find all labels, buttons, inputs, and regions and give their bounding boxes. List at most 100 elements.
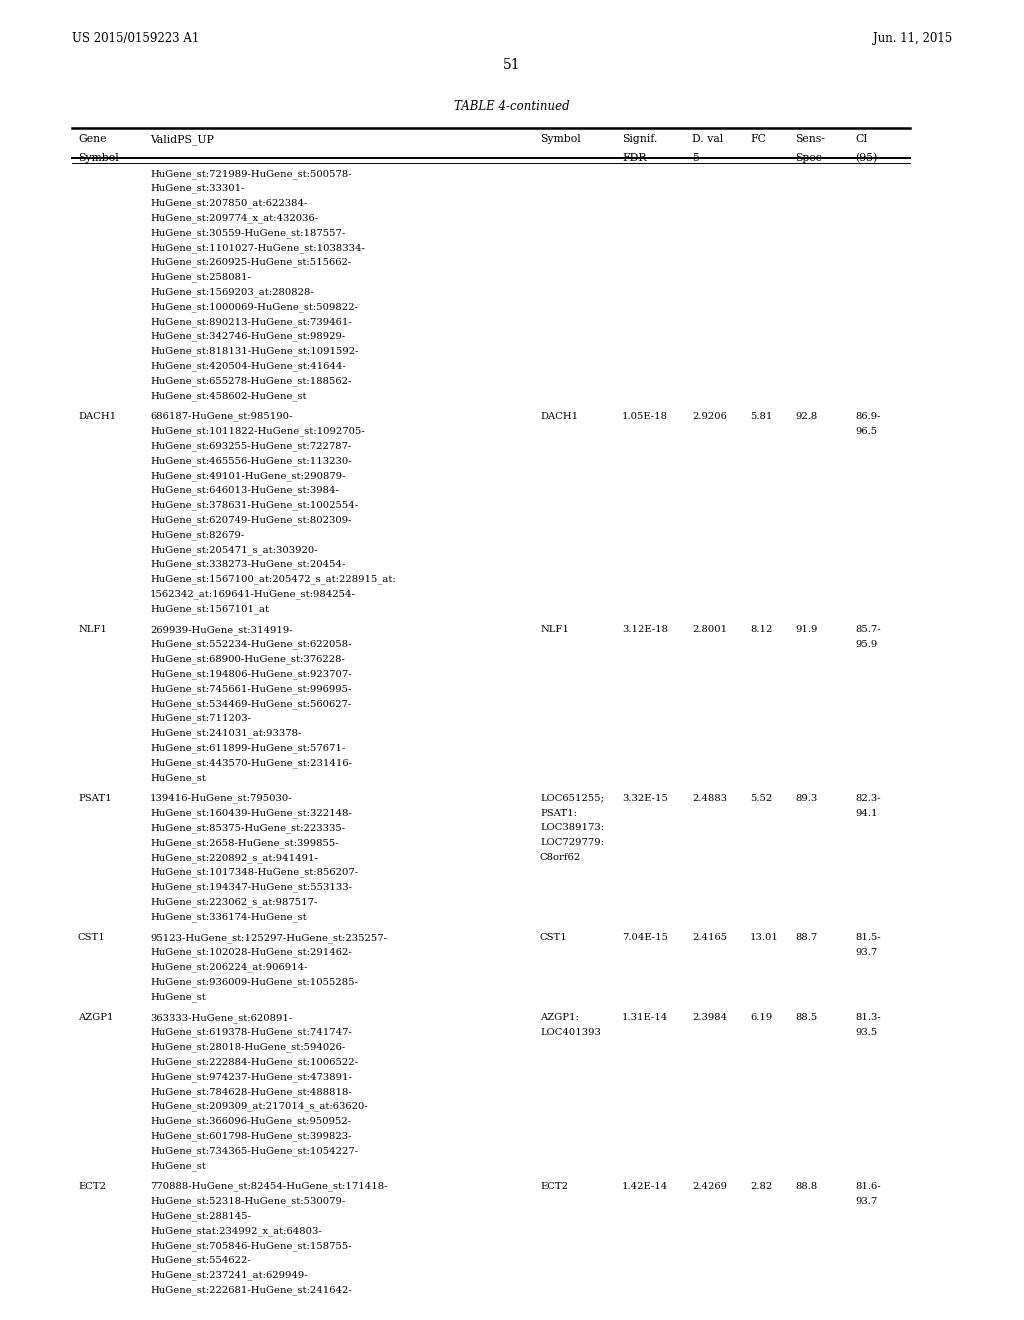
Text: HuGene_st:655278-HuGene_st:188562-: HuGene_st:655278-HuGene_st:188562- [150,376,351,385]
Text: Gene: Gene [78,135,106,144]
Text: 2.4883: 2.4883 [692,793,727,803]
Text: FC: FC [750,135,766,144]
Text: HuGene_st:223062_s_at:987517-: HuGene_st:223062_s_at:987517- [150,898,317,907]
Text: HuGene_st:33301-: HuGene_st:33301- [150,183,245,194]
Text: 8.12: 8.12 [750,624,772,634]
Text: FDR: FDR [622,153,646,162]
Text: 5.52: 5.52 [750,793,772,803]
Text: 770888-HuGene_st:82454-HuGene_st:171418-: 770888-HuGene_st:82454-HuGene_st:171418- [150,1181,387,1192]
Text: HuGene_st:711203-: HuGene_st:711203- [150,714,251,723]
Text: HuGene_st:619378-HuGene_st:741747-: HuGene_st:619378-HuGene_st:741747- [150,1028,352,1038]
Text: HuGene_st:554622-: HuGene_st:554622- [150,1255,251,1266]
Text: 6.19: 6.19 [750,1012,772,1022]
Text: HuGene_st:160439-HuGene_st:322148-: HuGene_st:160439-HuGene_st:322148- [150,809,352,818]
Text: 2.8001: 2.8001 [692,624,727,634]
Text: 2.4165: 2.4165 [692,933,727,942]
Text: HuGene_st:237241_at:629949-: HuGene_st:237241_at:629949- [150,1271,307,1280]
Text: HuGene_st:82679-: HuGene_st:82679- [150,531,245,540]
Text: DACH1: DACH1 [540,412,579,421]
Text: NLF1: NLF1 [540,624,569,634]
Text: HuGene_st:222884-HuGene_st:1006522-: HuGene_st:222884-HuGene_st:1006522- [150,1057,358,1067]
Text: 2.82: 2.82 [750,1181,772,1191]
Text: HuGene_st:205471_s_at:303920-: HuGene_st:205471_s_at:303920- [150,545,317,554]
Text: HuGene_st:194806-HuGene_st:923707-: HuGene_st:194806-HuGene_st:923707- [150,669,351,678]
Text: HuGene_st:705846-HuGene_st:158755-: HuGene_st:705846-HuGene_st:158755- [150,1241,351,1250]
Text: 92.8: 92.8 [795,412,817,421]
Text: (95): (95) [855,153,878,164]
Text: 13.01: 13.01 [750,933,779,942]
Text: HuGene_st:745661-HuGene_st:996995-: HuGene_st:745661-HuGene_st:996995- [150,684,351,694]
Text: 1.31E-14: 1.31E-14 [622,1012,669,1022]
Text: Symbol: Symbol [78,153,119,162]
Text: 93.7: 93.7 [855,948,878,957]
Text: HuGene_st:420504-HuGene_st:41644-: HuGene_st:420504-HuGene_st:41644- [150,362,346,371]
Text: 94.1: 94.1 [855,809,878,817]
Text: LOC401393: LOC401393 [540,1028,601,1036]
Text: 1.05E-18: 1.05E-18 [622,412,668,421]
Text: HuGene_st:890213-HuGene_st:739461-: HuGene_st:890213-HuGene_st:739461- [150,317,352,326]
Text: HuGene_st: HuGene_st [150,993,206,1002]
Text: HuGene_st:49101-HuGene_st:290879-: HuGene_st:49101-HuGene_st:290879- [150,471,345,480]
Text: HuGene_st:552234-HuGene_st:622058-: HuGene_st:552234-HuGene_st:622058- [150,640,351,649]
Text: HuGene_st:288145-: HuGene_st:288145- [150,1212,251,1221]
Text: 5.81: 5.81 [750,412,772,421]
Text: HuGene_st: HuGene_st [150,1162,206,1171]
Text: HuGene_st:1000069-HuGene_st:509822-: HuGene_st:1000069-HuGene_st:509822- [150,302,357,312]
Text: ECT2: ECT2 [78,1181,106,1191]
Text: 2.3984: 2.3984 [692,1012,727,1022]
Text: HuGene_st:974237-HuGene_st:473891-: HuGene_st:974237-HuGene_st:473891- [150,1072,352,1082]
Text: HuGene_st: HuGene_st [150,774,206,783]
Text: 81.5-: 81.5- [855,933,881,942]
Text: 51: 51 [503,58,521,73]
Text: HuGene_st:28018-HuGene_st:594026-: HuGene_st:28018-HuGene_st:594026- [150,1043,345,1052]
Text: 96.5: 96.5 [855,426,878,436]
Text: 81.3-: 81.3- [855,1012,881,1022]
Text: HuGene_st:85375-HuGene_st:223335-: HuGene_st:85375-HuGene_st:223335- [150,824,345,833]
Text: 139416-HuGene_st:795030-: 139416-HuGene_st:795030- [150,793,293,804]
Text: PSAT1: PSAT1 [78,793,112,803]
Text: ECT2: ECT2 [540,1181,568,1191]
Text: HuGene_st:443570-HuGene_st:231416-: HuGene_st:443570-HuGene_st:231416- [150,758,352,768]
Text: LOC729779:: LOC729779: [540,838,604,847]
Text: HuGene_st:1101027-HuGene_st:1038334-: HuGene_st:1101027-HuGene_st:1038334- [150,243,365,252]
Text: HuGene_st:784628-HuGene_st:488818-: HuGene_st:784628-HuGene_st:488818- [150,1086,352,1097]
Text: 2.9206: 2.9206 [692,412,727,421]
Text: 5: 5 [692,153,698,162]
Text: Spec: Spec [795,153,821,162]
Text: HuGene_st:102028-HuGene_st:291462-: HuGene_st:102028-HuGene_st:291462- [150,948,352,957]
Text: CI: CI [855,135,867,144]
Text: HuGene_st:209309_at:217014_s_at:63620-: HuGene_st:209309_at:217014_s_at:63620- [150,1102,368,1111]
Text: CST1: CST1 [78,933,105,942]
Text: HuGene_st:342746-HuGene_st:98929-: HuGene_st:342746-HuGene_st:98929- [150,331,345,342]
Text: HuGene_st:721989-HuGene_st:500578-: HuGene_st:721989-HuGene_st:500578- [150,169,351,178]
Text: 3.12E-18: 3.12E-18 [622,624,668,634]
Text: HuGene_st:241031_at:93378-: HuGene_st:241031_at:93378- [150,729,301,738]
Text: US 2015/0159223 A1: US 2015/0159223 A1 [72,32,200,45]
Text: PSAT1:: PSAT1: [540,809,577,817]
Text: D. val: D. val [692,135,723,144]
Text: HuGene_st:1567101_at: HuGene_st:1567101_at [150,605,269,614]
Text: Signif.: Signif. [622,135,657,144]
Text: HuGene_st:52318-HuGene_st:530079-: HuGene_st:52318-HuGene_st:530079- [150,1197,345,1206]
Text: HuGene_st:220892_s_at:941491-: HuGene_st:220892_s_at:941491- [150,853,317,863]
Text: 93.5: 93.5 [855,1028,878,1036]
Text: 88.8: 88.8 [795,1181,817,1191]
Text: HuGene_st:465556-HuGene_st:113230-: HuGene_st:465556-HuGene_st:113230- [150,457,351,466]
Text: HuGene_stat:234992_x_at:64803-: HuGene_stat:234992_x_at:64803- [150,1226,322,1236]
Text: 86.9-: 86.9- [855,412,881,421]
Text: HuGene_st:258081-: HuGene_st:258081- [150,273,251,282]
Text: HuGene_st:693255-HuGene_st:722787-: HuGene_st:693255-HuGene_st:722787- [150,441,351,451]
Text: HuGene_st:936009-HuGene_st:1055285-: HuGene_st:936009-HuGene_st:1055285- [150,977,357,987]
Text: AZGP1:: AZGP1: [540,1012,579,1022]
Text: 95123-HuGene_st:125297-HuGene_st:235257-: 95123-HuGene_st:125297-HuGene_st:235257- [150,933,387,942]
Text: HuGene_st:366096-HuGene_st:950952-: HuGene_st:366096-HuGene_st:950952- [150,1117,351,1126]
Text: HuGene_st:620749-HuGene_st:802309-: HuGene_st:620749-HuGene_st:802309- [150,515,351,525]
Text: 2.4269: 2.4269 [692,1181,727,1191]
Text: HuGene_st:734365-HuGene_st:1054227-: HuGene_st:734365-HuGene_st:1054227- [150,1146,358,1156]
Text: CST1: CST1 [540,933,567,942]
Text: HuGene_st:209774_x_at:432036-: HuGene_st:209774_x_at:432036- [150,214,318,223]
Text: HuGene_st:601798-HuGene_st:399823-: HuGene_st:601798-HuGene_st:399823- [150,1131,351,1140]
Text: HuGene_st:458602-HuGene_st: HuGene_st:458602-HuGene_st [150,391,306,401]
Text: HuGene_st:378631-HuGene_st:1002554-: HuGene_st:378631-HuGene_st:1002554- [150,500,358,511]
Text: HuGene_st:646013-HuGene_st:3984-: HuGene_st:646013-HuGene_st:3984- [150,486,339,495]
